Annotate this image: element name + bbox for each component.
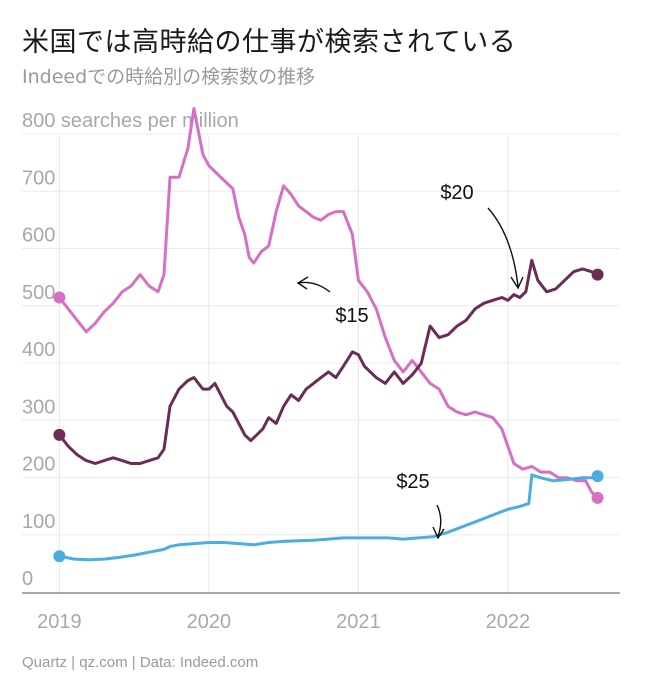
y-tick-label-700: 700 <box>22 167 55 189</box>
y-tick-label-400: 400 <box>22 339 55 361</box>
series-end-point-usd-25 <box>591 470 604 483</box>
series-end-point-usd-20 <box>591 268 604 281</box>
chart-title: 米国では高時給の仕事が検索されている <box>22 27 517 58</box>
chart-subtitle: Indeedでの時給別の検索数の推移 <box>22 66 316 88</box>
annotation-label-usd-15: $15 <box>335 305 368 327</box>
series-line-usd-25 <box>57 473 600 562</box>
series-line-usd-20 <box>57 258 600 465</box>
x-tick-label-2019: 2019 <box>37 611 82 633</box>
y-tick-label-800: 800 searches per million <box>22 110 239 132</box>
y-tick-label-300: 300 <box>22 396 55 418</box>
y-tick-label-200: 200 <box>22 454 55 476</box>
annotation-label-usd-20: $20 <box>440 182 473 204</box>
x-tick-label-2020: 2020 <box>187 611 232 633</box>
annotation-arrow-usd-15 <box>297 281 331 293</box>
annotation-label-usd-25: $25 <box>396 471 429 493</box>
y-tick-label-100: 100 <box>22 511 55 533</box>
y-tick-label-600: 600 <box>22 225 55 247</box>
annotation-arrowhead-usd-25 <box>432 526 445 540</box>
annotation-arrowhead-usd-15 <box>296 276 309 290</box>
series-start-point-usd-25 <box>53 550 66 563</box>
annotation-arrow-usd-25 <box>436 504 442 537</box>
series-start-point-usd-15 <box>53 291 66 304</box>
y-tick-label-500: 500 <box>22 282 55 304</box>
series-end-point-usd-15 <box>591 491 604 504</box>
series-start-point-usd-20 <box>53 428 66 441</box>
annotation-arrowhead-usd-20 <box>510 276 524 290</box>
annotation-arrow-usd-20 <box>487 207 519 287</box>
series-line-usd-15 <box>57 107 600 500</box>
source-footer: Quartz | qz.com | Data: Indeed.com <box>22 654 259 671</box>
y-tick-label-0: 0 <box>22 568 33 590</box>
x-tick-label-2021: 2021 <box>336 611 381 633</box>
x-tick-label-2022: 2022 <box>486 611 531 633</box>
